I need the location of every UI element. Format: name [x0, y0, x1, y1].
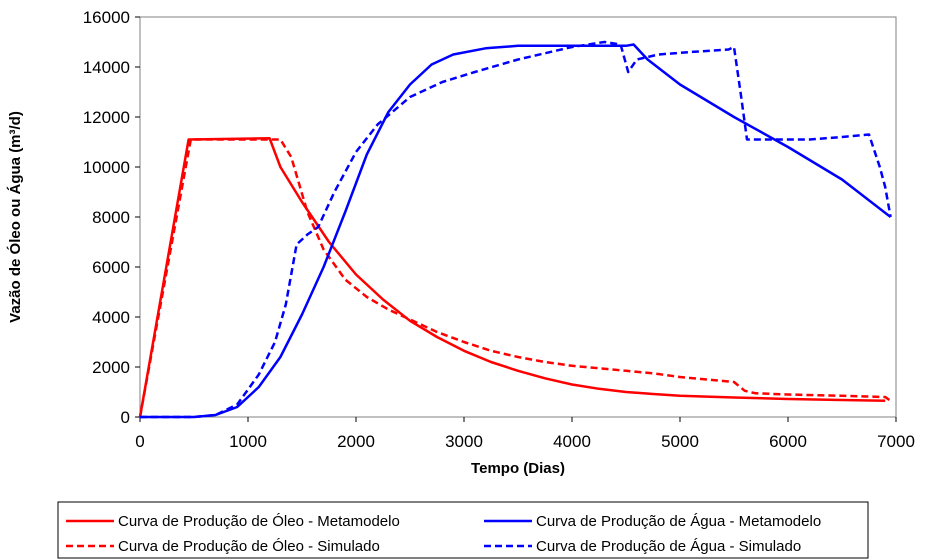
legend-label-0: Curva de Produção de Óleo - Metamodelo	[118, 513, 400, 530]
x-tick-label: 6000	[769, 432, 807, 451]
y-tick-label: 4000	[92, 308, 130, 327]
y-tick-label: 16000	[83, 8, 130, 27]
legend: Curva de Produção de Óleo - Metamodelo Cu…	[57, 501, 869, 559]
y-tick-label: 0	[121, 408, 130, 427]
x-tick-label: 3000	[445, 432, 483, 451]
legend-label-1: Curva de Produção de Óleo - Simulado	[118, 538, 380, 555]
series-line-0	[138, 137, 886, 418]
x-tick-label: 2000	[337, 432, 375, 451]
y-axis-label: Vazão de Óleo ou Água (m³/d)	[6, 111, 24, 323]
y-tick-label: 8000	[92, 208, 130, 227]
x-tick-label: 4000	[553, 432, 591, 451]
plot-area	[139, 16, 897, 418]
series-line-3	[140, 40, 892, 419]
x-tick-label: 0	[135, 432, 144, 451]
y-axis: 0 2000 4000 6000 8000 10000 12000 14000 16000	[83, 8, 140, 427]
x-axis: 0 1000 2000 3000 4000 5000 6000 7000	[135, 417, 915, 451]
series-layer	[138, 40, 892, 419]
legend-box	[57, 501, 869, 559]
x-tick-label: 1000	[229, 432, 267, 451]
legend-label-3: Curva de Produção de Água - Simulado	[536, 538, 801, 555]
y-tick-label: 6000	[92, 258, 130, 277]
y-tick-label: 12000	[83, 108, 130, 127]
x-axis-label: Tempo (Dias)	[471, 460, 565, 477]
series-line-2	[140, 43, 892, 419]
y-tick-label: 2000	[92, 358, 130, 377]
y-tick-label: 14000	[83, 58, 130, 77]
x-tick-label: 7000	[877, 432, 915, 451]
x-tick-label: 5000	[661, 432, 699, 451]
series-line-1	[138, 138, 892, 418]
y-tick-label: 10000	[83, 158, 130, 177]
legend-label-2: Curva de Produção de Água - Metamodelo	[536, 513, 821, 530]
